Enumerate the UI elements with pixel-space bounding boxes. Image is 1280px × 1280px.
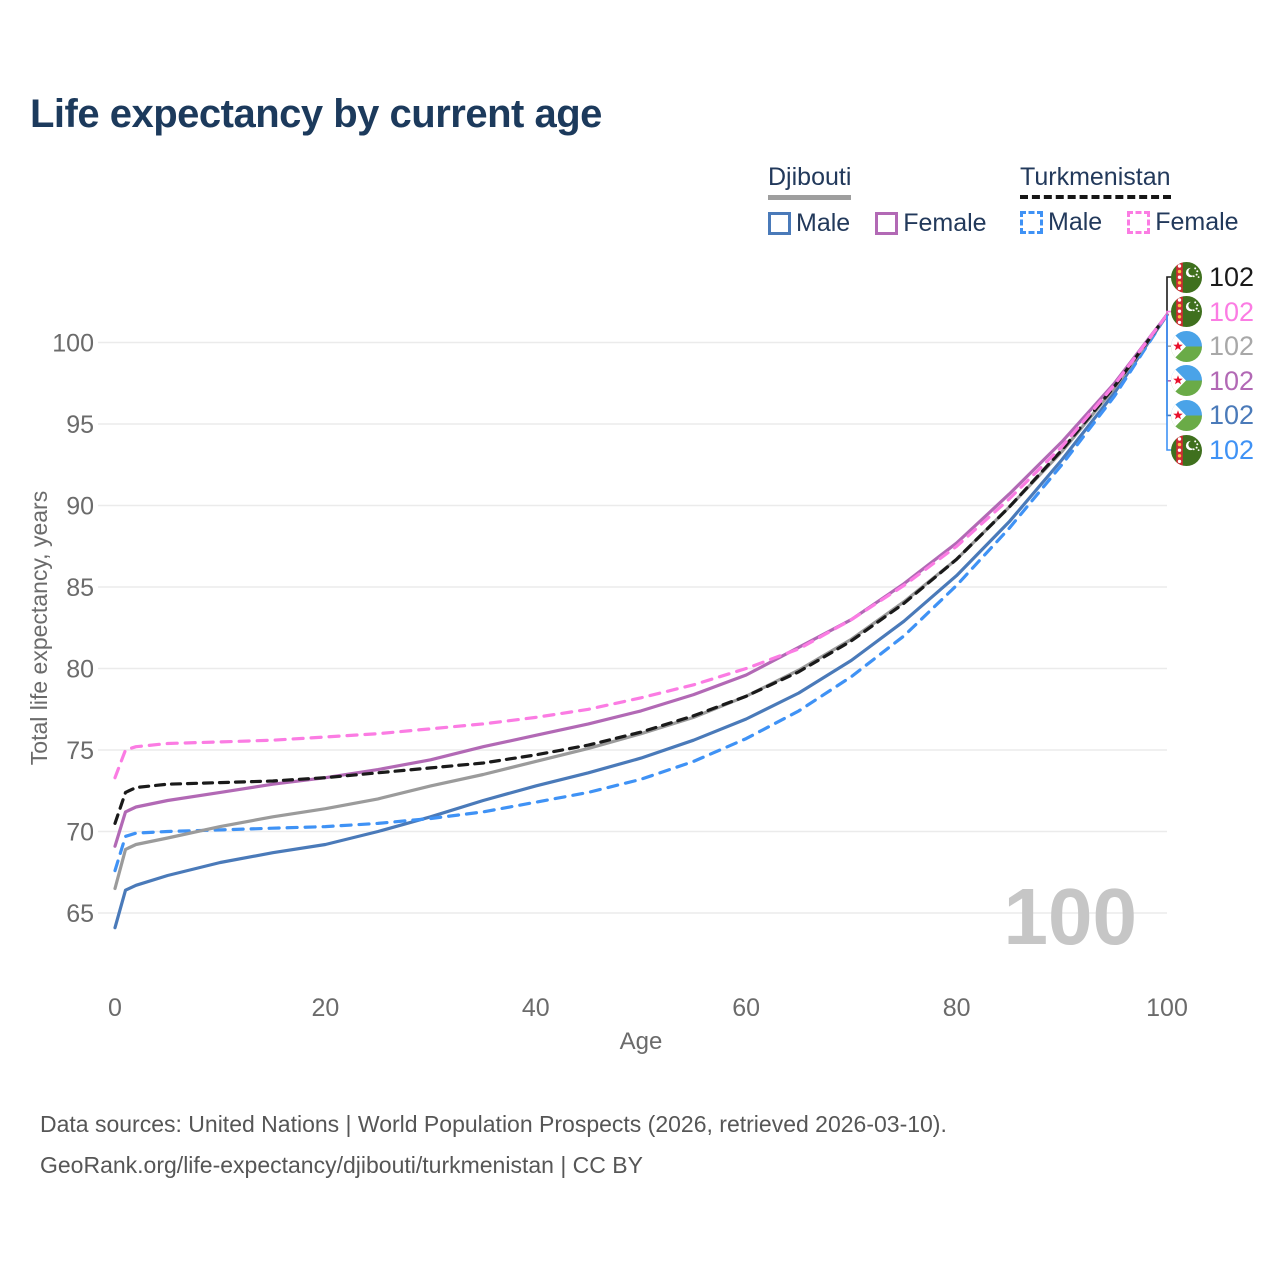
y-tick-label: 85 [66, 574, 94, 602]
end-label-djibouti-male: 102 [1171, 399, 1254, 431]
legend-group-djibouti: Djibouti Male Female [768, 163, 1012, 238]
age-watermark: 100 [1004, 872, 1137, 961]
flag-djibouti-icon [1171, 365, 1202, 396]
y-axis-title: Total life expectancy, years [26, 491, 52, 765]
flag-turkmenistan-icon [1171, 435, 1202, 466]
legend-group-turkmenistan: Turkmenistan Male Female [1020, 163, 1264, 237]
x-tick-label: 0 [108, 994, 122, 1022]
y-tick-label: 80 [66, 656, 94, 684]
y-tick-label: 70 [66, 819, 94, 847]
flag-turkmenistan-icon [1171, 296, 1202, 327]
x-tick-label: 60 [732, 994, 760, 1022]
legend-label-djibouti-female[interactable]: Female [903, 209, 987, 237]
attribution-link-text: GeoRank.org/life-expectancy/djibouti/tur… [40, 1152, 643, 1178]
legend-country-djibouti: Djibouti [768, 163, 852, 200]
end-label-value: 102 [1209, 331, 1255, 362]
legend-swatch-turkmenistan-female[interactable] [1127, 211, 1151, 234]
legend-swatch-djibouti-male[interactable] [768, 212, 791, 235]
legend-swatch-djibouti-female[interactable] [875, 212, 899, 235]
x-tick-label: 80 [943, 994, 971, 1022]
y-tick-label: 90 [66, 493, 94, 521]
chart-footer: Data sources: United Nations | World Pop… [40, 1104, 947, 1186]
y-tick-label: 100 [52, 330, 94, 358]
end-label-turkmenistan-male: 102 [1171, 434, 1254, 466]
x-tick-label: 40 [522, 994, 550, 1022]
legend-country-turkmenistan: Turkmenistan [1020, 163, 1171, 199]
series-line-djibouti-male[interactable] [113, 313, 1169, 930]
series-line-turkmenistan-female[interactable] [113, 313, 1169, 780]
data-sources-text: Data sources: United Nations | World Pop… [40, 1111, 947, 1137]
end-label-value: 102 [1209, 400, 1255, 431]
legend-label-djibouti-male[interactable]: Male [796, 209, 851, 237]
end-label-value: 102 [1209, 296, 1255, 327]
series-line-djibouti-female[interactable] [113, 313, 1169, 848]
legend-swatch-turkmenistan-male[interactable] [1020, 211, 1043, 234]
flag-turkmenistan-icon [1171, 262, 1202, 293]
flag-djibouti-icon [1171, 331, 1202, 362]
x-tick-label: 20 [311, 994, 339, 1022]
flag-djibouti-icon [1171, 400, 1202, 431]
end-label-turkmenistan-total: 102 [1171, 261, 1254, 293]
end-label-value: 102 [1209, 365, 1255, 396]
end-label-value: 102 [1209, 262, 1255, 292]
y-tick-label: 95 [66, 411, 94, 439]
series-line-djibouti-total[interactable] [113, 313, 1169, 891]
y-tick-label: 65 [66, 900, 94, 928]
end-label-value: 102 [1209, 435, 1255, 465]
end-label-djibouti-total: 102 [1171, 330, 1254, 362]
legend-label-turkmenistan-female[interactable]: Female [1155, 208, 1239, 236]
page-title: Life expectancy by current age [30, 92, 602, 136]
end-label-turkmenistan-female: 102 [1171, 296, 1254, 328]
x-tick-label: 100 [1146, 994, 1188, 1022]
series-line-turkmenistan-total[interactable] [113, 313, 1169, 825]
end-label-djibouti-female: 102 [1171, 365, 1254, 397]
x-axis-title: Age [620, 1028, 663, 1055]
y-tick-label: 75 [66, 737, 94, 765]
series-line-turkmenistan-male[interactable] [113, 313, 1169, 873]
legend-label-turkmenistan-male[interactable]: Male [1048, 208, 1103, 236]
